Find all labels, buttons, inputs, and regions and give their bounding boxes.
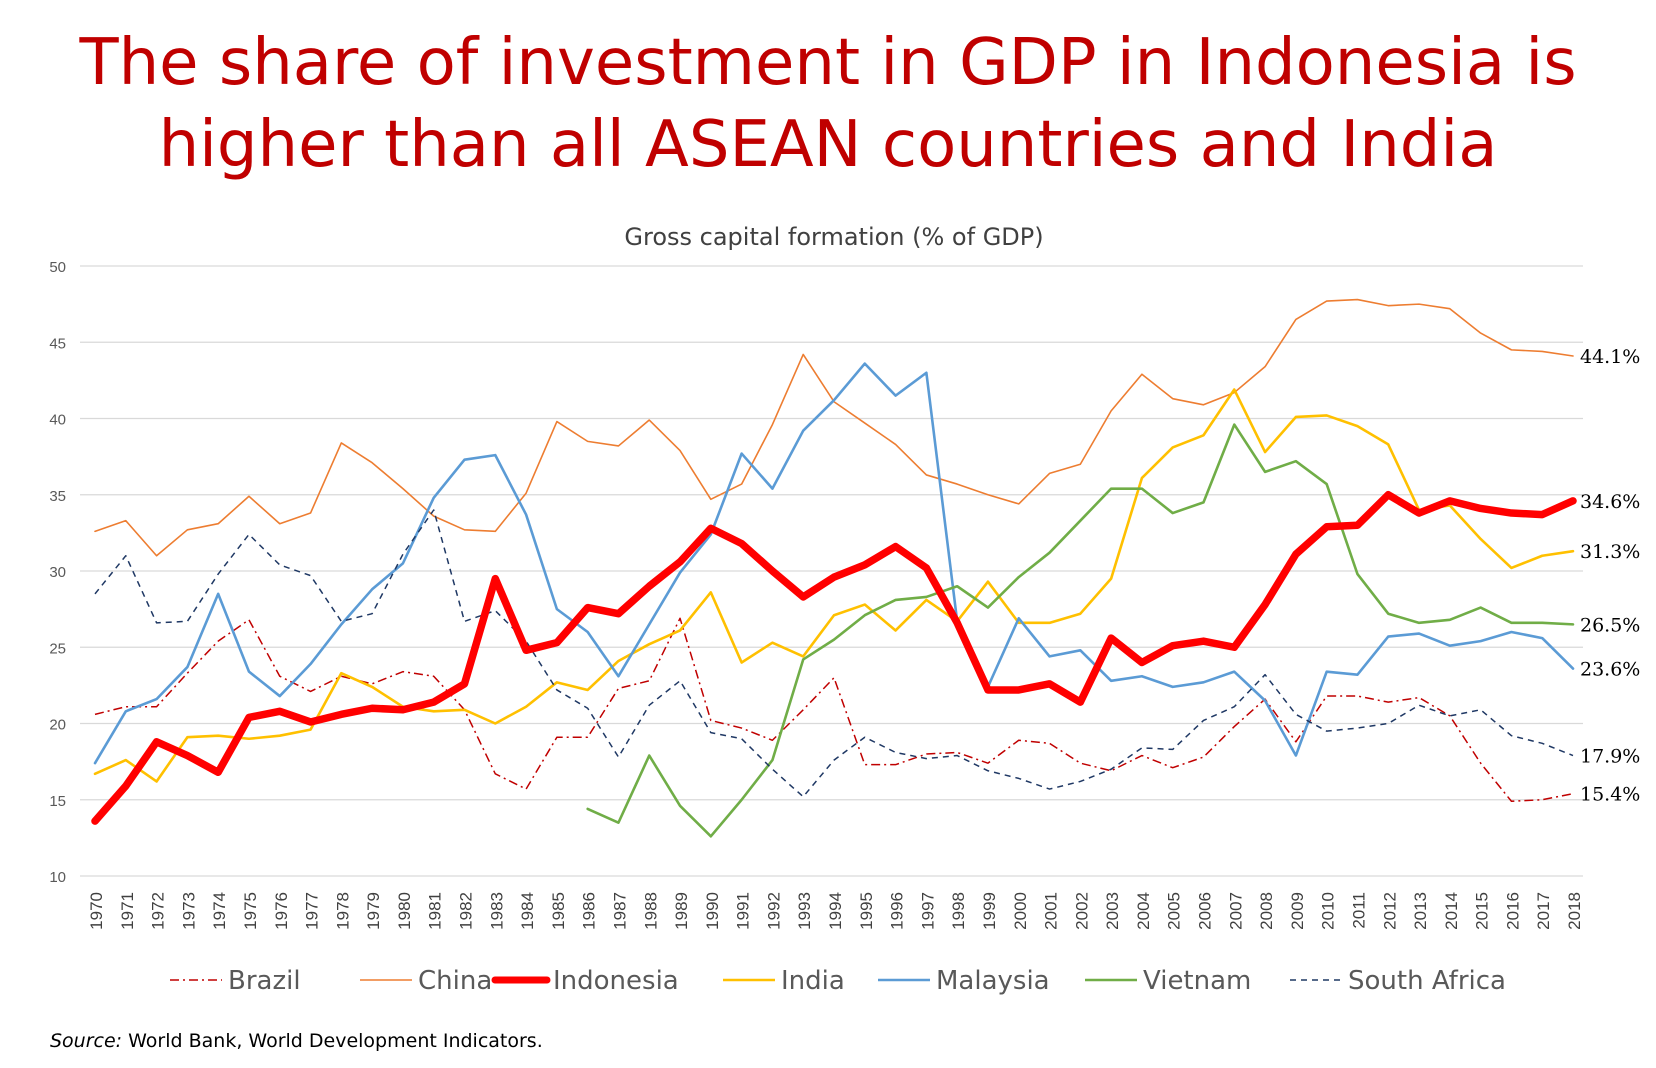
x-tick-label: 1994: [826, 892, 845, 930]
end-value-label: 15.4%: [1580, 784, 1640, 806]
end-value-label: 31.3%: [1580, 541, 1640, 563]
y-axis-tick-labels: 10 15 20 25 30 35 40 45 50: [49, 259, 66, 886]
x-tick-label: 1984: [518, 892, 537, 930]
x-tick-label: 2003: [1103, 892, 1122, 930]
y-tick-label: 25: [49, 640, 66, 657]
x-tick-label: 2009: [1288, 892, 1307, 930]
page-title: The share of investment in GDP in Indone…: [0, 22, 1656, 186]
x-tick-label: 2002: [1072, 892, 1091, 930]
x-tick-label: 2011: [1349, 892, 1368, 929]
x-tick-label: 2000: [1011, 892, 1030, 930]
y-tick-label: 15: [49, 793, 66, 810]
x-tick-label: 1979: [364, 892, 383, 930]
x-axis-tick-labels: 1970 1971 1972 1973 1974 1975 1976 1977 1978 1979…: [87, 892, 1584, 930]
x-tick-label: 1998: [949, 892, 968, 930]
x-tick-label: 1972: [149, 892, 168, 930]
legend-label: China: [418, 966, 492, 996]
x-tick-label: 1981: [426, 892, 445, 930]
legend-label: Indonesia: [553, 966, 679, 996]
series-line-brazil: [94, 617, 1574, 803]
end-value-label: 23.6%: [1580, 659, 1640, 681]
x-tick-label: 1988: [641, 892, 660, 930]
source-text: World Bank, World Development Indicators…: [128, 1030, 543, 1052]
series-lines: [91, 298, 1577, 838]
series-line-malaysia: [93, 362, 1575, 765]
series-line-indonesia: [91, 491, 1577, 825]
x-tick-label: 1983: [487, 892, 506, 930]
x-tick-label: 2014: [1442, 892, 1461, 930]
x-tick-label: 1974: [210, 892, 229, 930]
x-tick-label: 1995: [857, 892, 876, 930]
series-line-india: [93, 388, 1575, 783]
x-tick-label: 2017: [1534, 892, 1553, 930]
x-tick-label: 2013: [1411, 892, 1430, 930]
x-tick-label: 2004: [1134, 892, 1153, 930]
x-tick-label: 2012: [1380, 892, 1399, 930]
x-tick-label: 1987: [610, 892, 629, 930]
x-tick-label: 1997: [918, 892, 937, 930]
y-tick-label: 50: [49, 259, 66, 276]
series-line-vietnam: [586, 423, 1575, 838]
y-tick-label: 35: [49, 488, 66, 505]
x-tick-label: 2007: [1226, 892, 1245, 930]
source-note: Source: World Bank, World Development In…: [50, 1030, 543, 1052]
x-tick-label: 1999: [980, 892, 999, 930]
end-value-label: 44.1%: [1580, 346, 1640, 368]
x-tick-label: 2001: [1042, 892, 1061, 930]
x-tick-label: 1991: [734, 892, 753, 930]
y-tick-label: 40: [49, 412, 66, 429]
end-value-label: 17.9%: [1580, 746, 1640, 768]
y-tick-label: 30: [49, 564, 66, 581]
legend-label: Brazil: [228, 966, 301, 996]
end-value-label: 34.6%: [1580, 491, 1640, 513]
series-line-south-africa: [94, 509, 1574, 798]
legend-label: Malaysia: [936, 966, 1050, 996]
x-tick-label: 1976: [272, 892, 291, 930]
x-tick-label: 1996: [888, 892, 907, 930]
legend-label: India: [781, 966, 845, 996]
end-value-labels: 44.1% 34.6% 31.3% 26.5% 23.6% 17.9% 15.4%: [1580, 346, 1640, 806]
x-tick-label: 2015: [1473, 892, 1492, 930]
x-tick-label: 1975: [241, 892, 260, 930]
x-tick-label: 1980: [395, 892, 414, 930]
x-tick-label: 2016: [1503, 892, 1522, 930]
x-tick-label: 1971: [118, 892, 137, 930]
x-tick-label: 1982: [457, 892, 476, 930]
y-tick-label: 45: [49, 335, 66, 352]
y-tick-label: 20: [49, 717, 66, 734]
page-title-line-1: The share of investment in GDP in Indone…: [79, 26, 1577, 100]
x-tick-label: 1986: [580, 892, 599, 930]
x-tick-label: 1985: [549, 892, 568, 930]
source-label: Source:: [50, 1030, 123, 1052]
x-tick-label: 1973: [179, 892, 198, 930]
page-title-line-2: higher than all ASEAN countries and Indi…: [158, 108, 1498, 182]
x-tick-label: 1978: [333, 892, 352, 930]
x-tick-label: 1993: [795, 892, 814, 930]
legend-label: Vietnam: [1143, 966, 1251, 996]
legend-label: South Africa: [1348, 966, 1506, 996]
x-tick-label: 2010: [1319, 892, 1338, 930]
x-tick-label: 1990: [703, 892, 722, 930]
x-tick-label: 1989: [672, 892, 691, 930]
x-tick-label: 1992: [764, 892, 783, 930]
end-value-label: 26.5%: [1580, 614, 1640, 636]
x-tick-label: 2018: [1565, 892, 1584, 930]
chart-title: Gross capital formation (% of GDP): [624, 223, 1043, 251]
y-tick-label: 10: [49, 869, 66, 886]
x-tick-label: 1977: [303, 892, 322, 930]
x-tick-label: 2008: [1257, 892, 1276, 930]
series-line-china: [94, 298, 1574, 557]
x-tick-label: 2005: [1165, 892, 1184, 930]
x-tick-label: 2006: [1196, 892, 1215, 930]
legend: Brazil China Indonesia India Malaysia Vietnam…: [170, 966, 1506, 996]
x-tick-label: 1970: [87, 892, 106, 930]
